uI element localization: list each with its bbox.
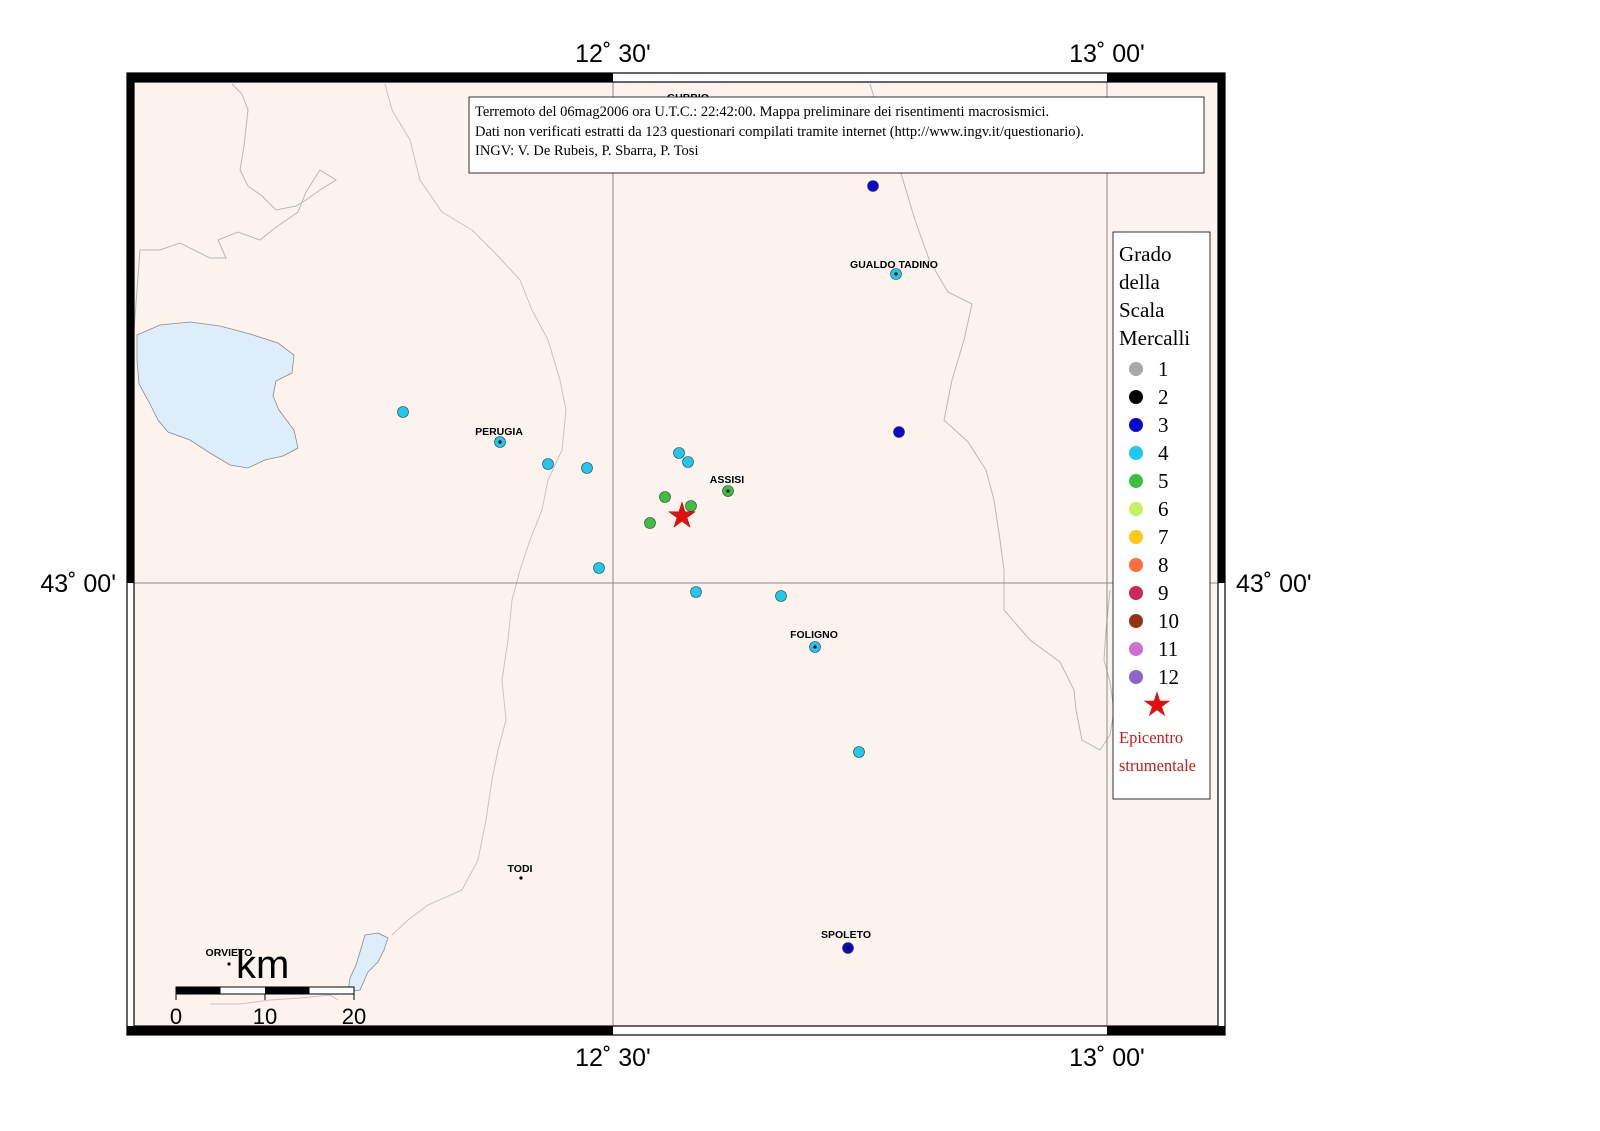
city-label-gualdo-tadino: GUALDO TADINO: [850, 259, 938, 271]
axis-label-bottom-13-00: 13˚ 00': [1069, 1044, 1145, 1072]
legend-label-7: 7: [1158, 525, 1169, 549]
city-center-marker: [813, 645, 817, 649]
observation-point-grade-4: [682, 456, 694, 468]
axis-label-bottom-12-30: 12˚ 30': [575, 1044, 651, 1072]
legend-epicenter-star: [1143, 691, 1171, 717]
observation-points: [397, 180, 905, 954]
legend-label-8: 8: [1158, 553, 1169, 577]
city-center-marker: [726, 489, 730, 493]
observation-point-grade-4: [542, 458, 554, 470]
frame-bar-top-left: [127, 73, 613, 82]
axis-label-right-43-00: 43˚ 00': [1236, 570, 1312, 598]
legend-swatch-8: [1129, 558, 1143, 572]
legend-swatch-7: [1129, 530, 1143, 544]
frame-bar-bottom-right: [1107, 1026, 1225, 1035]
observation-point-grade-4: [593, 562, 605, 574]
legend-label-9: 9: [1158, 581, 1169, 605]
info-line-1: Terremoto del 06mag2006 ora U.T.C.: 22:4…: [475, 104, 1049, 120]
city-label-perugia: PERUGIA: [475, 426, 523, 438]
observation-point-grade-3: [867, 180, 879, 192]
legend-title-line-2: della: [1119, 270, 1160, 294]
legend-swatch-4: [1129, 446, 1143, 460]
legend-swatch-3: [1129, 418, 1143, 432]
regional-border-south: [210, 994, 339, 1005]
legend-label-10: 10: [1158, 609, 1179, 633]
lake-corbara: [347, 932, 389, 993]
info-box: Terremoto del 06mag2006 ora U.T.C.: 22:4…: [468, 96, 1205, 174]
city-center-marker: [498, 440, 502, 444]
legend-swatch-12: [1129, 670, 1143, 684]
scale-bar-segment-3: [265, 987, 310, 994]
regional-border-east: [869, 83, 1115, 751]
legend-label-12: 12: [1158, 665, 1179, 689]
frame-ticks: [127, 73, 1225, 1035]
city-label-orvieto: ORVIETO: [206, 947, 253, 959]
legend-label-2: 2: [1158, 385, 1169, 409]
info-line-3: INGV: V. De Rubeis, P. Sbarra, P. Tosi: [475, 143, 698, 159]
city-label-spoleto: SPOLETO: [821, 929, 871, 941]
observation-point-grade-5: [659, 491, 671, 503]
observation-point-grade-4: [397, 406, 409, 418]
scale-bar: km 0 10 20: [170, 943, 366, 1029]
legend-epicenter-line-1: Epicentro: [1119, 728, 1183, 747]
regional-border-central: [384, 83, 567, 936]
city-label-foligno: FOLIGNO: [790, 629, 838, 641]
legend-swatch-1: [1129, 362, 1143, 376]
legend-epicenter-line-2: strumentale: [1119, 756, 1196, 775]
info-line-2: Dati non verificati estratti da 123 ques…: [475, 124, 1084, 140]
info-box-frame: [468, 96, 1205, 174]
axis-label-left-43-00: 43˚ 00': [40, 570, 116, 598]
frame-bar-right-top: [1218, 73, 1225, 583]
legend-label-1: 1: [1158, 357, 1169, 381]
city-marker-todi: [519, 876, 523, 880]
observation-point-grade-5: [685, 500, 697, 512]
legend-swatch-2: [1129, 390, 1143, 404]
legend-label-6: 6: [1158, 497, 1169, 521]
scale-bar-label-20: 20: [342, 1004, 366, 1029]
legend-title-line-3: Scala: [1119, 298, 1165, 322]
observation-point-grade-4: [775, 590, 787, 602]
observation-point-grade-4: [581, 462, 593, 474]
city-label-assisi: ASSISI: [710, 474, 745, 486]
observation-point-grade-4: [853, 746, 865, 758]
frame-bar-bottom-left: [127, 1026, 613, 1035]
legend-title-line-4: Mercalli: [1119, 326, 1190, 350]
axis-label-top-13-00: 13˚ 00': [1069, 40, 1145, 68]
scale-bar-unit: km: [236, 943, 289, 987]
scale-bar-label-10: 10: [253, 1004, 277, 1029]
city-label-todi: TODI: [508, 863, 533, 875]
observation-point-grade-3: [893, 426, 905, 438]
scale-bar-segment-1: [176, 987, 221, 994]
city-center-marker: [846, 946, 850, 950]
map-land: [134, 82, 1218, 1026]
lake-trasimeno: [136, 321, 299, 469]
scale-bar-label-0: 0: [170, 1004, 182, 1029]
legend-title-line-1: Grado: [1119, 242, 1171, 266]
observation-point-grade-4: [673, 447, 685, 459]
legend-label-11: 11: [1158, 637, 1178, 661]
epicenter-star: [667, 501, 697, 528]
axis-label-top-12-30: 12˚ 30': [575, 40, 651, 68]
legend-label-5: 5: [1158, 469, 1169, 493]
observation-point-grade-5: [644, 517, 656, 529]
observation-point-grade-4: [690, 586, 702, 598]
legend-label-4: 4: [1158, 441, 1169, 465]
regional-border-west: [133, 83, 337, 331]
legend-swatch-5: [1129, 474, 1143, 488]
legend-swatch-10: [1129, 614, 1143, 628]
legend-label-3: 3: [1158, 413, 1169, 437]
frame-bar-top-right: [1107, 73, 1225, 82]
city-center-marker: [894, 272, 898, 276]
legend-swatch-11: [1129, 642, 1143, 656]
legend-swatch-9: [1129, 586, 1143, 600]
legend-swatch-6: [1129, 502, 1143, 516]
frame-bar-left-top: [127, 73, 134, 583]
city-marker-orvieto: [227, 962, 231, 966]
legend: Grado della Scala Mercalli 1234567891011…: [1112, 231, 1211, 800]
